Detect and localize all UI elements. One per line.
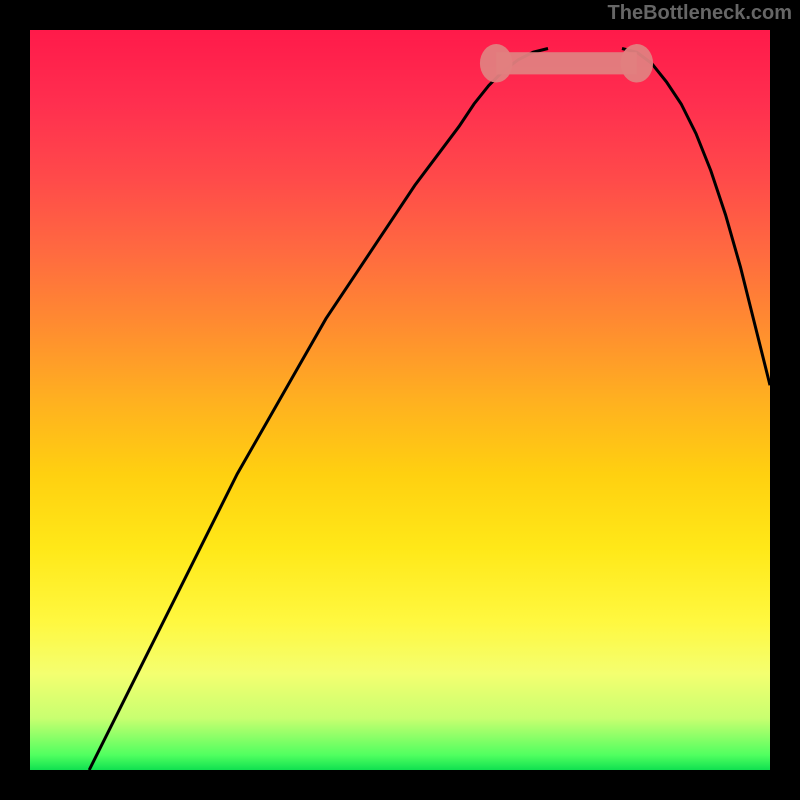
chart-svg [30, 30, 770, 770]
chart-background [30, 30, 770, 770]
watermark-text: TheBottleneck.com [608, 2, 792, 25]
chart-plot-area [30, 30, 770, 770]
